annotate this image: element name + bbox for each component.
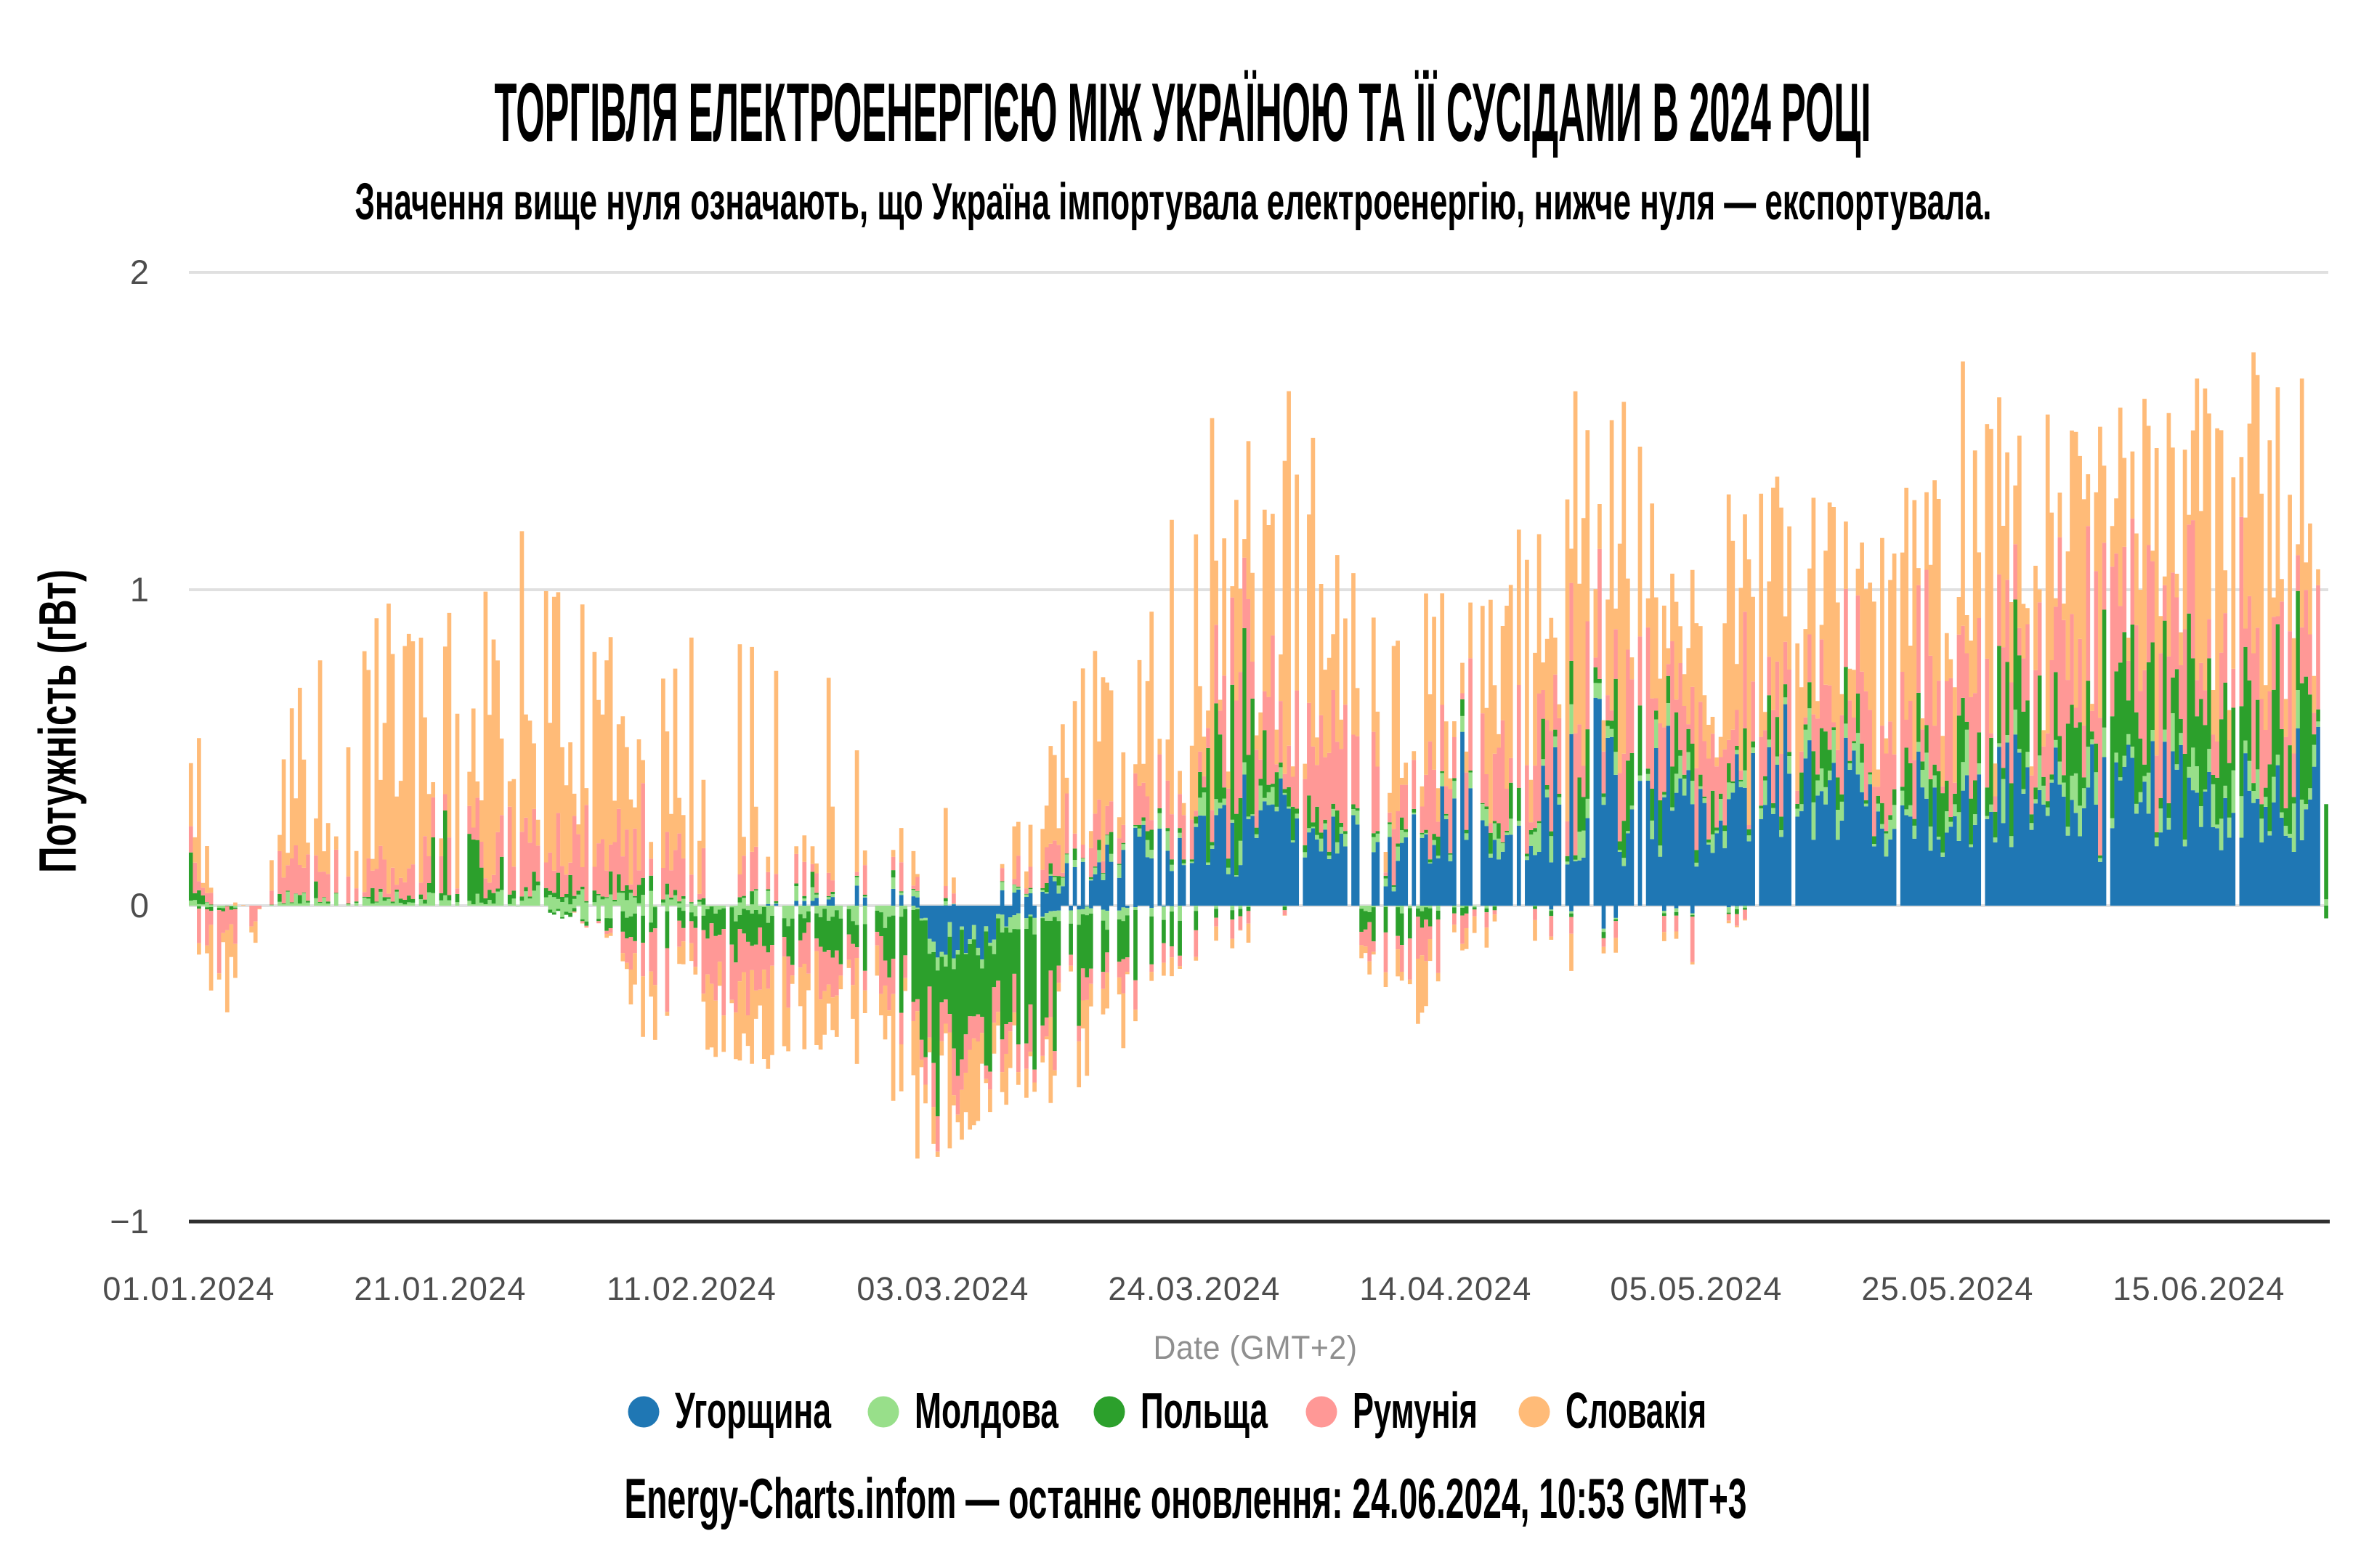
svg-text:1: 1 xyxy=(130,570,149,609)
svg-text:24.03.2024: 24.03.2024 xyxy=(1108,1270,1280,1307)
svg-text:2: 2 xyxy=(130,253,149,291)
svg-text:Угорщина: Угорщина xyxy=(675,1382,832,1439)
svg-text:01.01.2024: 01.01.2024 xyxy=(102,1270,275,1307)
svg-text:21.01.2024: 21.01.2024 xyxy=(354,1270,526,1307)
svg-text:0: 0 xyxy=(130,886,149,925)
svg-text:Румунія: Румунія xyxy=(1353,1382,1478,1439)
svg-text:15.06.2024: 15.06.2024 xyxy=(2113,1270,2285,1307)
svg-text:11.02.2024: 11.02.2024 xyxy=(607,1270,777,1307)
svg-text:Energy-Charts.infom — останнє: Energy-Charts.infom — останнє оновлення:… xyxy=(625,1466,1747,1530)
svg-text:03.03.2024: 03.03.2024 xyxy=(856,1270,1029,1307)
svg-text:Словакія: Словакія xyxy=(1566,1382,1706,1439)
svg-text:−1: −1 xyxy=(110,1202,149,1240)
svg-text:05.05.2024: 05.05.2024 xyxy=(1610,1270,1782,1307)
svg-text:Молдова: Молдова xyxy=(915,1382,1059,1439)
svg-text:Date (GMT+2): Date (GMT+2) xyxy=(1154,1329,1358,1366)
svg-text:Польща: Польща xyxy=(1141,1382,1268,1439)
svg-text:Потужність (гВт): Потужність (гВт) xyxy=(29,569,87,873)
svg-text:25.05.2024: 25.05.2024 xyxy=(1861,1270,2033,1307)
svg-text:14.04.2024: 14.04.2024 xyxy=(1359,1270,1531,1307)
svg-text:Значення вище нуля означають,: Значення вище нуля означають, що Україна… xyxy=(355,174,1992,231)
svg-text:ТОРГІВЛЯ ЕЛЕКТРОЕНЕРГІЄЮ МІЖ У: ТОРГІВЛЯ ЕЛЕКТРОЕНЕРГІЄЮ МІЖ УКРАЇНОЮ ТА… xyxy=(495,67,1871,159)
